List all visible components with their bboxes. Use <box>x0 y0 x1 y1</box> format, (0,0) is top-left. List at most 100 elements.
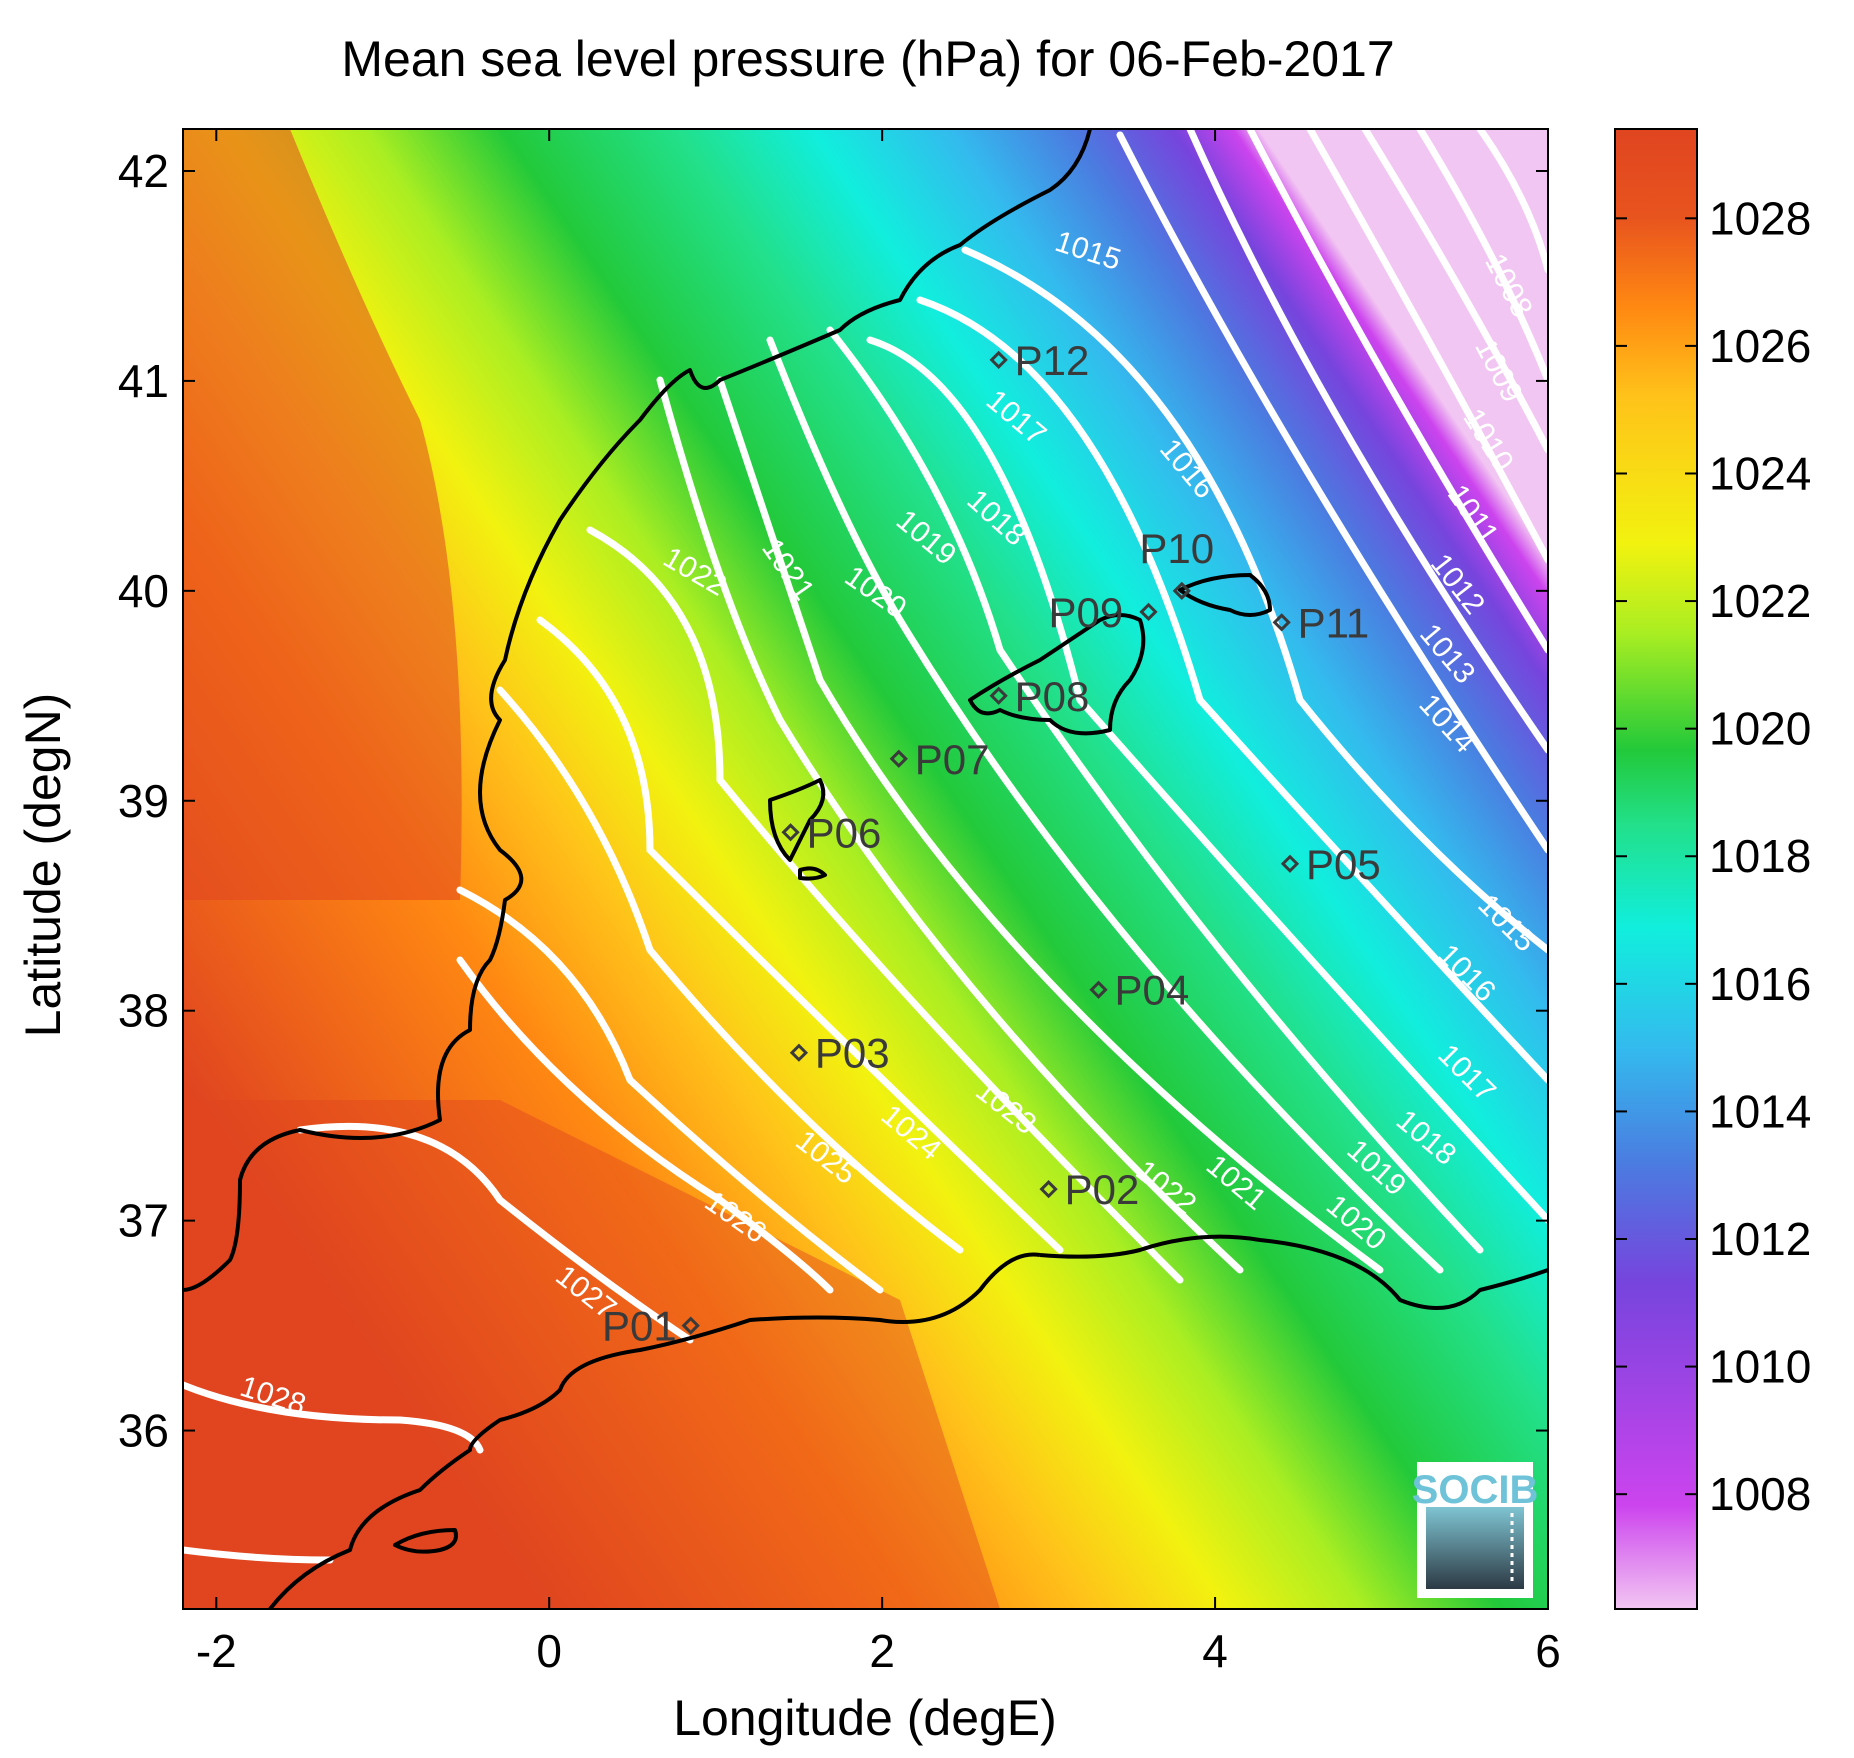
contour-1012 <box>1246 129 1548 654</box>
x-tick-label: 4 <box>1202 1625 1228 1677</box>
station-label: P09 <box>1048 589 1123 636</box>
x-tick-label: -2 <box>196 1625 237 1677</box>
contour-1028b <box>183 1546 334 1564</box>
station-label: P01 <box>602 1303 677 1350</box>
y-tick-label: 39 <box>118 775 169 827</box>
island-menorca <box>1178 573 1272 617</box>
contour-1020 <box>716 376 1384 1274</box>
contour-1018 <box>826 326 1484 1254</box>
station-label: P12 <box>1015 337 1090 384</box>
contour-1019 <box>766 336 1444 1274</box>
station-p05: P05 <box>1280 841 1381 888</box>
station-marker <box>889 749 908 768</box>
contour-1022 <box>586 526 1184 1284</box>
land-pressure-warm <box>183 129 462 900</box>
x-tick-label: 2 <box>869 1625 895 1677</box>
station-p03: P03 <box>789 1030 890 1077</box>
colorbar-ticks: 1028 1026 1024 1022 1020 1018 1016 1014 1012 1010… <box>1615 192 1811 1520</box>
plot-area: 1008100910101011101210131014101510151016… <box>183 129 1548 1609</box>
station-label: P08 <box>1015 673 1090 720</box>
land-pressure-warm-south <box>183 1100 1000 1609</box>
colorbar-tick-label: 1018 <box>1709 830 1811 882</box>
station-marker <box>681 1316 700 1335</box>
colorbar-tick-label: 1014 <box>1709 1085 1811 1137</box>
plot-frame <box>182 128 1549 1610</box>
station-marker <box>989 350 1008 370</box>
station-p06: P06 <box>781 809 882 856</box>
contour-1013 <box>1186 129 1548 754</box>
station-marker <box>1139 602 1158 621</box>
coastline-south-spain <box>268 1252 1041 1609</box>
station-p09: P09 <box>1048 589 1158 636</box>
colorbar-tick-label: 1022 <box>1709 575 1811 627</box>
station-marker <box>789 1043 809 1062</box>
station-p04: P04 <box>1089 967 1190 1014</box>
station-p12: P12 <box>989 337 1090 384</box>
contour-1025 <box>456 886 884 1294</box>
stations: P01 P02 P03 P04 P05 P06 P07 P08 P09 P10 P11 P12 <box>602 337 1381 1350</box>
contour-1014 <box>1116 131 1548 854</box>
colorbar-tick-label: 1016 <box>1709 958 1811 1010</box>
island-mallorca <box>968 613 1146 736</box>
contour-1008 <box>1476 129 1548 274</box>
y-tick-label: 38 <box>118 985 169 1037</box>
station-label: P06 <box>807 809 882 856</box>
station-marker <box>1039 1180 1058 1199</box>
chart-title: Mean sea level pressure (hPa) for 06-Feb… <box>341 31 1394 87</box>
contour-1024 <box>496 686 964 1254</box>
station-marker <box>1280 854 1300 873</box>
station-label: P05 <box>1306 841 1381 888</box>
y-tick-label: 42 <box>118 145 169 197</box>
y-tick-label: 41 <box>118 355 169 407</box>
contour-1017 <box>866 336 1548 1224</box>
y-axis-label: Latitude (degN) <box>15 693 71 1038</box>
y-tick-label: 37 <box>118 1195 169 1247</box>
station-marker <box>1089 980 1108 999</box>
socib-logo: SOCIB <box>1412 1462 1539 1598</box>
station-marker <box>1272 613 1291 632</box>
station-p02: P02 <box>1039 1166 1140 1213</box>
contour-1016 <box>916 296 1548 1084</box>
contour-lines <box>183 129 1548 1564</box>
contour-1026 <box>456 956 834 1294</box>
station-label: P03 <box>815 1030 890 1077</box>
colorbar-tick-label: 1008 <box>1709 1468 1811 1520</box>
coastline <box>183 129 1548 1609</box>
x-tick-label: 0 <box>536 1625 562 1677</box>
station-label: P07 <box>915 736 990 783</box>
station-p08: P08 <box>989 673 1090 720</box>
coastline-south-spain-east <box>1039 1234 1548 1310</box>
contour-1023 <box>536 616 1064 1254</box>
station-marker <box>989 686 1008 705</box>
station-p10: P10 <box>1139 525 1214 600</box>
x-tick-label: 6 <box>1535 1625 1561 1677</box>
station-label: P02 <box>1065 1166 1140 1213</box>
island-ibiza <box>768 778 826 862</box>
island-formentera <box>798 866 827 881</box>
x-axis: -2 0 2 4 6 <box>196 129 1561 1677</box>
contour-1027 <box>296 1122 694 1344</box>
colorbar-gradient <box>1614 128 1698 1610</box>
y-axis: 42 41 40 39 38 37 36 <box>118 145 1548 1457</box>
y-tick-label: 36 <box>118 1405 169 1457</box>
station-p11: P11 <box>1272 599 1370 646</box>
island-alboran <box>393 1528 458 1554</box>
contour-1028 <box>183 1381 484 1454</box>
colorbar-tick-label: 1028 <box>1709 192 1811 244</box>
balearic-islands <box>393 573 1272 1554</box>
colorbar-tick-label: 1012 <box>1709 1213 1811 1265</box>
contour-1010 <box>1361 129 1548 454</box>
station-marker <box>781 823 800 842</box>
station-label: P04 <box>1115 967 1190 1014</box>
logo-text: SOCIB <box>1412 1468 1539 1512</box>
station-p07: P07 <box>889 736 990 783</box>
colorbar-tick-label: 1024 <box>1709 447 1811 499</box>
contour-1009 <box>1416 129 1548 384</box>
colorbar: 1028 1026 1024 1022 1020 1018 1016 1014 1012 1010… <box>1614 128 1811 1610</box>
coastline-iberia <box>183 129 1092 1292</box>
colorbar-tick-label: 1010 <box>1709 1341 1811 1393</box>
contour-1015 <box>961 246 1548 954</box>
station-label: P10 <box>1139 525 1214 572</box>
station-p01: P01 <box>602 1303 700 1350</box>
station-label: P11 <box>1298 599 1370 646</box>
